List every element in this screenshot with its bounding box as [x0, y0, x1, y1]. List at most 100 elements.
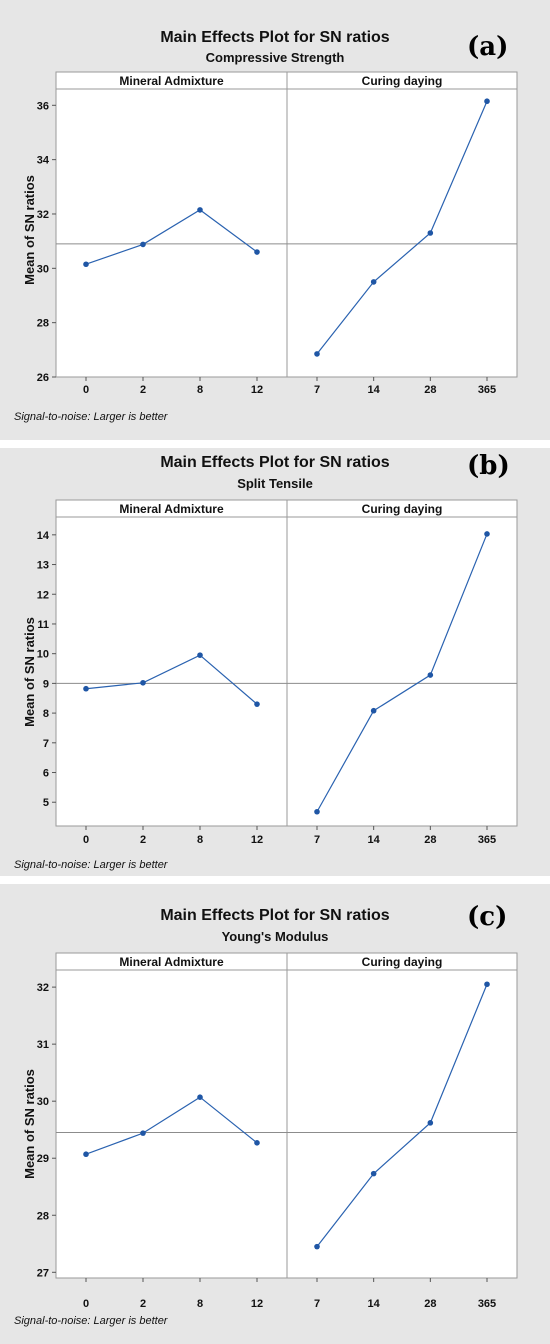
- x-tick-label: 7: [314, 834, 320, 846]
- x-tick-label: 28: [424, 384, 436, 396]
- x-tick-label: 7: [314, 384, 320, 396]
- x-tick-label: 0: [83, 834, 89, 846]
- footnote: Signal-to-noise: Larger is better: [14, 411, 169, 423]
- x-tick-label: 8: [197, 384, 203, 396]
- chart-panel-1: Main Effects Plot for SN ratios Compressi…: [0, 0, 550, 440]
- chart-subtitle: Compressive Strength: [206, 50, 345, 65]
- facet-label: Mineral Admixture: [119, 955, 224, 969]
- data-point: [254, 701, 260, 707]
- series-line: [85, 654, 258, 705]
- data-point: [140, 679, 146, 686]
- chart-panel-2: Main Effects Plot for SN ratios Split Ten…: [0, 448, 550, 876]
- x-tick-label: 12: [251, 834, 263, 846]
- x-tick-label: 365: [478, 384, 496, 396]
- y-axis-label: Mean of SN ratios: [22, 617, 37, 727]
- data-point: [427, 672, 434, 678]
- y-tick-label: 8: [43, 708, 49, 720]
- x-tick-label: 2: [140, 834, 146, 846]
- data-point: [83, 685, 89, 692]
- x-tick-label: 8: [197, 834, 203, 846]
- y-tick-label: 10: [37, 649, 49, 661]
- facet-1: Mineral Admixture 0 2 8 12: [83, 955, 263, 1310]
- chart-title: Main Effects Plot for SN ratios: [160, 454, 389, 471]
- facet-2: Curing daying 7 14 28 365: [314, 955, 496, 1310]
- panel-letter: (c): [467, 902, 507, 932]
- series-line: [85, 1096, 258, 1155]
- data-point: [83, 261, 89, 268]
- y-tick-label: 13: [37, 560, 49, 572]
- y-axis-label: Mean of SN ratios: [22, 1069, 37, 1179]
- data-point: [314, 1243, 320, 1250]
- data-point: [484, 981, 490, 988]
- x-tick-label: 2: [140, 1298, 146, 1310]
- y-tick-label: 14: [37, 530, 50, 542]
- footnote: Signal-to-noise: Larger is better: [14, 1315, 169, 1327]
- x-tick-label: 28: [424, 1298, 436, 1310]
- data-point: [427, 230, 434, 236]
- data-point: [197, 652, 203, 658]
- data-point: [370, 279, 377, 285]
- facet-label: Mineral Admixture: [119, 502, 224, 516]
- facet-label: Curing daying: [362, 502, 443, 516]
- x-tick-label: 12: [251, 384, 263, 396]
- y-tick-label: 9: [43, 678, 49, 690]
- facet-label: Curing daying: [362, 955, 443, 969]
- y-tick-label: 11: [37, 619, 49, 631]
- y-axis-label: Mean of SN ratios: [22, 175, 37, 285]
- y-tick-label: 34: [37, 155, 50, 167]
- y-tick-label: 32: [37, 982, 49, 994]
- data-point: [484, 98, 490, 105]
- y-tick-label: 30: [37, 1096, 49, 1108]
- x-tick-label: 0: [83, 384, 89, 396]
- data-point: [140, 241, 146, 248]
- x-tick-label: 14: [368, 834, 381, 846]
- chart-subtitle: Split Tensile: [237, 476, 313, 491]
- y-tick-label: 26: [37, 372, 49, 384]
- y-tick-label: 30: [37, 263, 49, 275]
- series-line: [316, 100, 488, 355]
- y-tick-label: 5: [43, 797, 49, 809]
- data-point: [140, 1130, 146, 1136]
- series-line: [316, 984, 488, 1247]
- data-point: [197, 207, 203, 213]
- x-tick-label: 0: [83, 1298, 89, 1310]
- facet-label: Curing daying: [362, 74, 443, 88]
- series-line: [85, 209, 258, 265]
- x-tick-label: 7: [314, 1298, 320, 1310]
- series-line: [316, 533, 488, 813]
- x-tick-label: 14: [368, 1298, 381, 1310]
- y-tick-label: 6: [43, 768, 49, 780]
- x-tick-label: 2: [140, 384, 146, 396]
- chart-title: Main Effects Plot for SN ratios: [160, 907, 389, 924]
- facet-2: Curing daying 7 14 28 365: [314, 502, 496, 846]
- data-point: [254, 1140, 260, 1146]
- panel-letter: (b): [467, 451, 510, 481]
- y-tick-label: 27: [37, 1267, 49, 1279]
- x-tick-label: 12: [251, 1298, 263, 1310]
- y-tick-label: 36: [37, 100, 49, 112]
- chart-title: Main Effects Plot for SN ratios: [160, 29, 389, 46]
- y-tick-label: 28: [37, 318, 49, 330]
- x-tick-label: 28: [424, 834, 436, 846]
- data-point: [314, 808, 320, 815]
- y-tick-label: 31: [37, 1039, 49, 1051]
- y-tick-label: 32: [37, 209, 49, 221]
- y-tick-label: 12: [37, 589, 49, 601]
- x-tick-label: 365: [478, 1298, 496, 1310]
- data-point: [484, 531, 490, 537]
- data-point: [370, 707, 377, 714]
- x-tick-label: 365: [478, 834, 496, 846]
- y-tick-label: 7: [43, 738, 49, 750]
- x-tick-label: 8: [197, 1298, 203, 1310]
- data-point: [427, 1120, 434, 1126]
- data-point: [254, 249, 260, 255]
- footnote: Signal-to-noise: Larger is better: [14, 859, 169, 871]
- data-point: [370, 1170, 377, 1177]
- facet-2: Curing daying 7 14 28 365: [314, 74, 496, 396]
- facet-1: Mineral Admixture 0 2 8 12: [83, 502, 263, 846]
- data-point: [197, 1094, 203, 1100]
- data-point: [314, 351, 320, 357]
- chart-subtitle: Young's Modulus: [222, 929, 329, 944]
- y-tick-label: 29: [37, 1153, 49, 1165]
